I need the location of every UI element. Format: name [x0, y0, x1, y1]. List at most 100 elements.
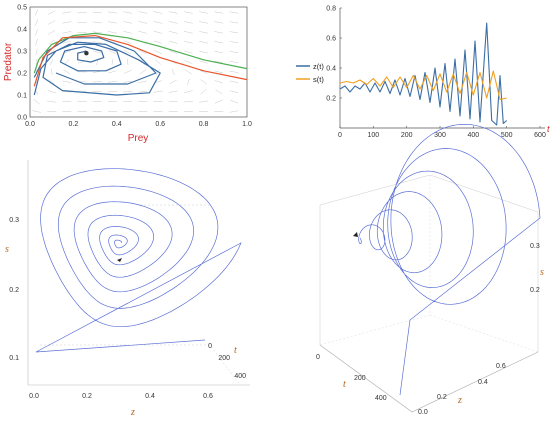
- front-y-tick-1: 0.2: [9, 287, 19, 294]
- phase-plot-frame: [29, 6, 248, 118]
- phase-y-label: Predator: [3, 42, 14, 81]
- phase-trajectories: [33, 32, 248, 96]
- front-t-ticks: 0 200 400: [208, 343, 246, 380]
- field-arrow: [123, 31, 132, 34]
- field-arrow: [184, 50, 193, 54]
- field-arrow: [214, 80, 223, 84]
- field-arrow: [62, 40, 72, 44]
- field-arrow: [229, 21, 239, 24]
- field-arrow: [32, 110, 41, 113]
- field-arrow: [62, 11, 72, 14]
- phase-y-tick: 0.2: [17, 71, 27, 78]
- oblique-t-tick-0: 0: [316, 354, 320, 361]
- front-t-tick-2: 400: [234, 373, 246, 380]
- field-arrow: [168, 90, 178, 93]
- oblique-s-ticks: 0.2 0.3: [530, 243, 540, 294]
- field-arrow: [214, 50, 224, 54]
- field-arrow: [62, 31, 72, 34]
- ts-x-tick: 300: [434, 132, 446, 139]
- field-arrow: [200, 89, 207, 95]
- field-arrow: [47, 10, 56, 15]
- front-z-label: z: [130, 407, 135, 418]
- phase-y-tick: 0.3: [17, 49, 27, 56]
- ts-x-tick: 500: [501, 132, 513, 139]
- phase-x-tick: 1.0: [242, 121, 252, 128]
- field-arrow: [229, 60, 239, 64]
- field-arrow: [123, 49, 132, 55]
- field-arrow: [139, 50, 147, 55]
- field-arrow: [64, 59, 70, 65]
- field-arrow: [123, 40, 132, 44]
- field-arrow: [153, 90, 163, 93]
- oblique-s-tick-1: 0.3: [530, 243, 540, 250]
- field-arrow: [214, 31, 224, 34]
- ts-y-tick: 0.4: [326, 66, 336, 73]
- front-box-back: [40, 344, 241, 386]
- field-arrow: [123, 70, 132, 74]
- field-arrow: [229, 70, 239, 73]
- field-arrow: [214, 70, 224, 74]
- field-arrow: [168, 31, 178, 34]
- front-y-ticks: 0.1 0.2 0.3: [9, 217, 19, 362]
- field-arrow: [92, 11, 102, 14]
- ts-y-tick: 0.2: [326, 96, 336, 103]
- field-arrow: [139, 69, 147, 75]
- field-arrow: [200, 79, 207, 85]
- field-arrow: [138, 30, 148, 34]
- field-arrow: [108, 70, 117, 74]
- front-x-tick-3: 0.6: [203, 393, 213, 400]
- oblique-z-label: z: [457, 395, 462, 406]
- oblique-box-edge-1: [319, 344, 539, 413]
- field-arrow: [214, 41, 224, 44]
- phase-x-tick: 0.2: [69, 121, 79, 128]
- oblique-box-edge-2: [319, 174, 539, 352]
- field-arrow: [214, 11, 224, 14]
- front-y-tick-0: 0.1: [9, 355, 19, 362]
- equilibrium-point: [84, 51, 89, 56]
- phase-y-tick: 0.4: [17, 27, 27, 34]
- field-arrow: [48, 29, 56, 35]
- field-arrow: [199, 70, 208, 74]
- field-arrow: [34, 9, 39, 16]
- phase-x-label: Prey: [128, 133, 149, 144]
- phase-portrait-panel: 0.0 0.2 0.4 0.6 0.8 1.0 0.0 0.1 0.2 0.3 0.4 0.5 Pr…: [3, 5, 252, 145]
- field-arrow: [35, 48, 38, 56]
- field-arrow: [184, 31, 193, 34]
- field-arrow: [123, 91, 133, 93]
- field-arrow: [229, 80, 239, 83]
- front-t-label: t: [234, 345, 237, 356]
- field-arrow: [153, 21, 163, 24]
- front-t-tick-0: 0: [208, 343, 212, 350]
- field-arrow: [33, 99, 40, 105]
- field-arrow: [63, 69, 71, 75]
- field-arrow: [154, 50, 162, 54]
- ts-line-1: [339, 70, 507, 101]
- field-arrow: [123, 80, 133, 83]
- field-arrow: [35, 58, 38, 66]
- field-arrow: [229, 11, 239, 14]
- oblique-z-tick-1: 0.2: [437, 394, 447, 401]
- field-arrow: [123, 11, 133, 14]
- field-arrow: [92, 31, 102, 34]
- trajectory-2: [33, 32, 248, 74]
- oblique-t-ticks: 0 200 400: [316, 354, 387, 402]
- field-arrow: [184, 40, 193, 44]
- field-arrow: [168, 40, 178, 44]
- oblique-t-label: t: [343, 379, 346, 390]
- field-arrow: [199, 31, 208, 34]
- field-arrow: [155, 59, 161, 65]
- phase-y-tick: 0.0: [17, 115, 27, 122]
- field-arrow: [48, 39, 55, 45]
- front-trajectory: [35, 168, 242, 353]
- field-arrow: [199, 21, 208, 24]
- ts-y-ticks: 0.2 0.4 0.6 0.8: [326, 6, 342, 103]
- field-arrow: [107, 91, 117, 93]
- field-arrow: [171, 68, 175, 76]
- field-arrow: [229, 110, 239, 113]
- field-arrow: [48, 20, 56, 25]
- oblique-s-label: s: [540, 267, 544, 278]
- field-arrow: [199, 100, 209, 103]
- front-arrowhead: [117, 258, 122, 262]
- oblique-t-tick-2: 400: [375, 395, 387, 402]
- field-arrow: [184, 60, 193, 64]
